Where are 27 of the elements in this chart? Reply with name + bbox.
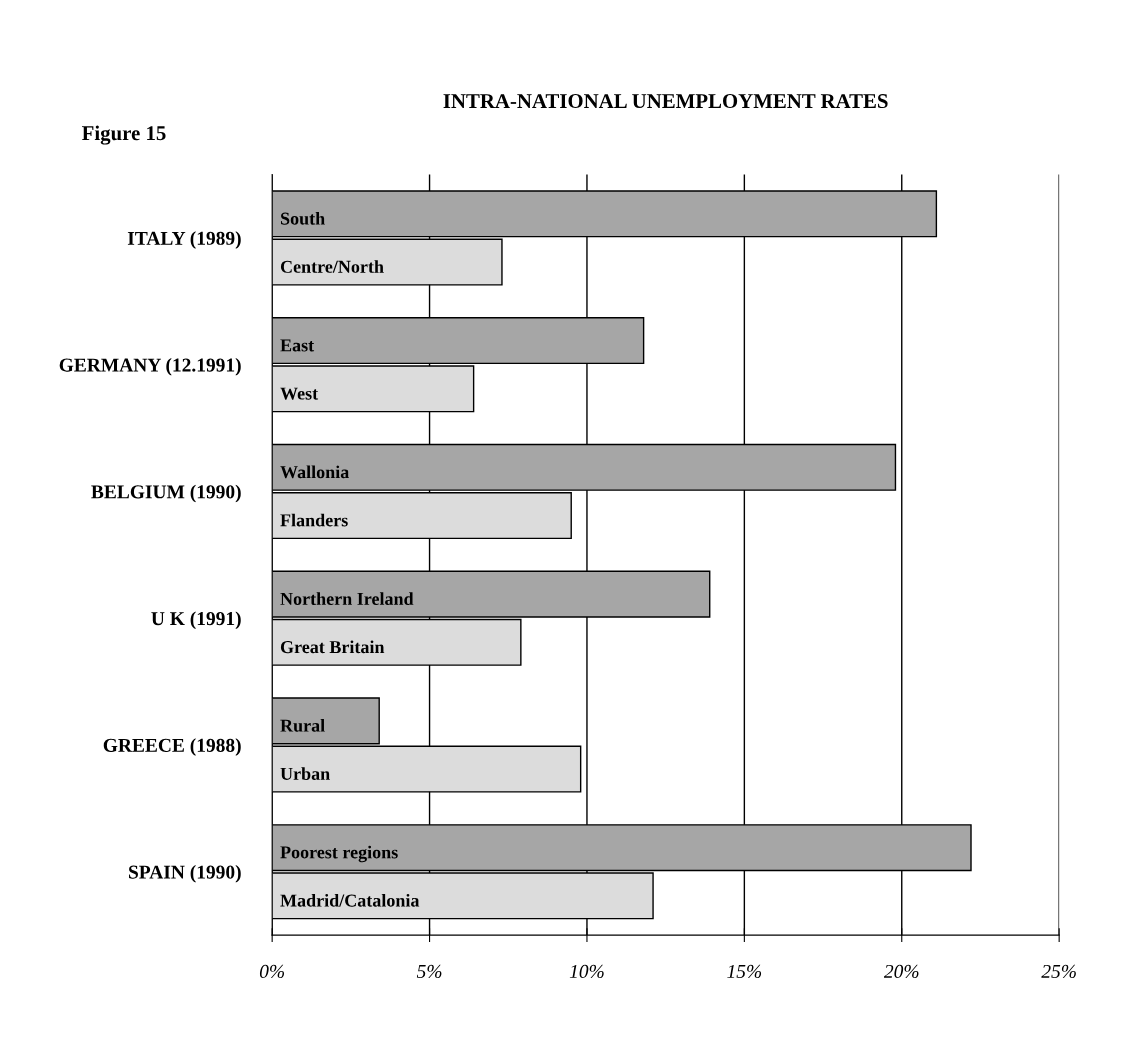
bar [272,697,380,745]
annotation: West [280,387,319,400]
x-tick-label: 5% [416,964,442,979]
annotation: Madrid/Catalonia [280,893,420,907]
y-tick-label: ITALY (1989) [127,231,241,249]
chart-title: INTRA-NATIONAL UNEMPLOYMENT RATES [443,94,888,109]
annotation: Flanders [280,513,348,527]
x-tick-label: 20% [883,964,919,979]
y-tick-label: BELGIUM (1990) [91,484,241,503]
annotation: Poorest regions [280,845,398,863]
y-tick-label: GERMANY (12.1991) [59,357,241,376]
annotation: Centre/North [280,260,384,273]
x-tick-label: 10% [569,964,604,979]
x-tick-label: 15% [727,964,762,979]
y-tick-label: U K (1991) [151,611,241,630]
y-tick-label: GREECE (1988) [103,738,241,756]
annotation: Urban [280,767,330,780]
annotation: Great Britain [280,640,385,654]
x-tick-label: 0% [259,964,285,979]
annotation: Rural [280,719,325,732]
y-tick-label: SPAIN (1990) [129,864,241,883]
annotation: South [280,212,325,225]
x-tick-label: 25% [1041,964,1076,979]
annotation: East [280,339,315,352]
caption: Figure 15 [82,125,166,145]
annotation: Northern Ireland [280,592,414,605]
annotation: Wallonia [280,465,349,479]
